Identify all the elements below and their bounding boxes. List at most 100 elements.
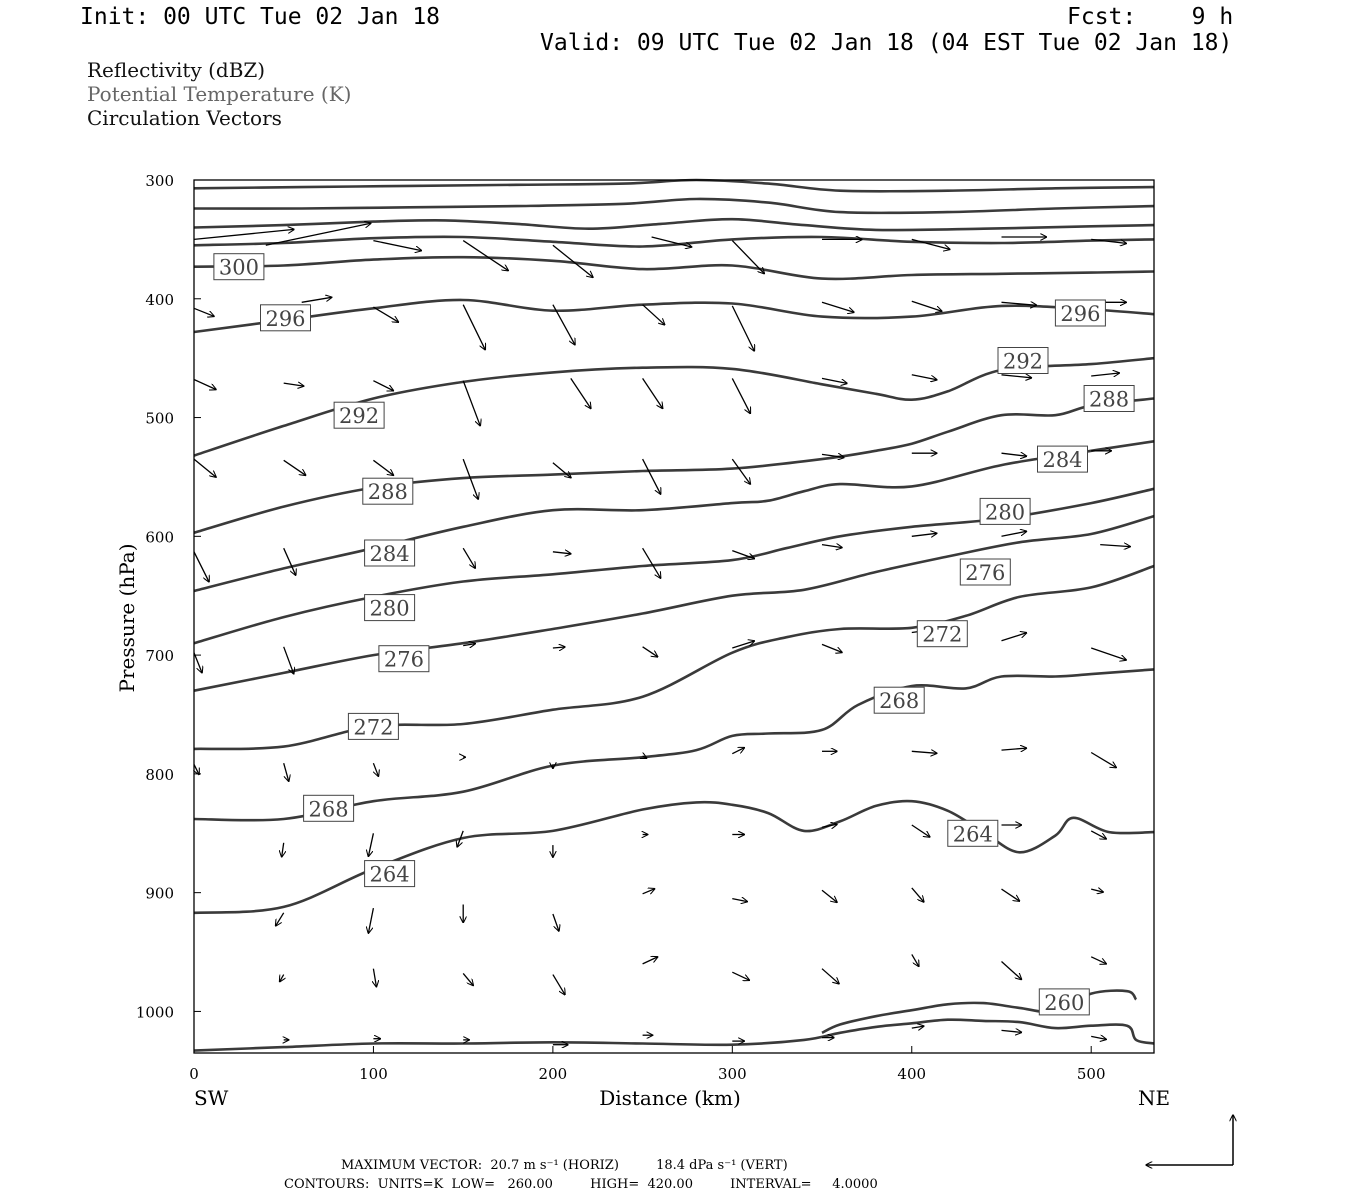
circulation-vector (283, 383, 304, 386)
contour-label-text: 268 (879, 689, 919, 713)
x-tick-label: 100 (359, 1065, 388, 1083)
circulation-vector (821, 968, 839, 984)
contour-label-text: 292 (1003, 350, 1043, 374)
circulation-vector (1001, 748, 1027, 750)
circulation-vector (276, 912, 285, 926)
contour-label: 288 (362, 477, 414, 505)
y-tick-label: 900 (145, 885, 174, 903)
y-tick-label: 800 (145, 766, 174, 784)
contour-label: 292 (997, 347, 1049, 374)
contour-label-box (959, 558, 1011, 586)
contour-label-box (213, 253, 265, 281)
theta-contour (193, 564, 1155, 751)
circulation-vector (731, 240, 764, 274)
circulation-vector (462, 547, 475, 568)
circulation-vector (911, 824, 930, 837)
circulation-vector (911, 533, 937, 536)
circulation-vector (193, 458, 216, 477)
circulation-vector (265, 223, 371, 246)
circulation-vector (372, 762, 378, 776)
field-potential-temperature: Potential Temperature (K) (87, 82, 352, 106)
theta-contour (193, 799, 1155, 915)
circulation-vector (193, 551, 209, 582)
circulation-vector (911, 374, 937, 380)
contour-label: 284 (364, 539, 416, 567)
circulation-vector (301, 297, 332, 303)
circulation-vector (552, 552, 571, 554)
circulation-vector (1001, 888, 1020, 901)
contour-label: 296 (260, 304, 311, 332)
contour-layer (193, 178, 1155, 1052)
circulation-vector (642, 957, 658, 965)
contour-label-box (364, 860, 416, 888)
circulation-vector (642, 458, 661, 494)
y-tick-label: 300 (145, 172, 174, 190)
circulation-vector (462, 304, 485, 350)
circulation-vector (642, 547, 661, 578)
circulation-vector (463, 644, 475, 646)
circulation-vector (462, 380, 480, 426)
circulation-vector (1091, 1036, 1106, 1039)
contour-label-box (260, 304, 311, 332)
circulation-vector (552, 913, 559, 931)
contour-label-text: 288 (1089, 388, 1129, 412)
circulation-vector (570, 378, 591, 408)
contour-label-box (303, 794, 355, 822)
contour-label-text: 272 (922, 623, 962, 647)
circulation-vector (732, 899, 747, 902)
circulation-vector (1091, 889, 1103, 892)
contour-label-box (1054, 299, 1106, 327)
theta-contour (193, 197, 1155, 215)
max-vector-note: MAXIMUM VECTOR: 20.7 m s⁻¹ (HORIZ) 18.4 … (341, 1158, 788, 1173)
circulation-vector (552, 647, 565, 648)
contour-label: 284 (1037, 445, 1088, 473)
contour-label: 292 (333, 401, 385, 429)
contour-label-text: 276 (384, 648, 424, 672)
y-tick-label: 1000 (136, 1003, 174, 1021)
contour-label: 264 (364, 860, 416, 888)
circulation-vector (1001, 531, 1027, 537)
contour-label-box (347, 712, 399, 740)
contour-label-box (979, 497, 1031, 525)
contour-label-box (364, 539, 416, 567)
contour-label-text: 300 (219, 256, 259, 280)
theta-contour (193, 235, 1155, 248)
valid-time: Valid: 09 UTC Tue 02 Jan 18 (04 EST Tue … (540, 30, 1233, 56)
contour-info-note: CONTOURS: UNITS=K LOW= 260.00 HIGH= 420.… (284, 1177, 878, 1192)
theta-contour (821, 989, 1138, 1034)
circulation-vector (732, 971, 749, 980)
circulation-vector (193, 307, 214, 316)
axes-layer: 0 100 200 300 400 500 300 400 500 600 700 800 900 100… (115, 172, 1170, 1110)
contour-label-box (997, 347, 1049, 374)
x-tick-label: 500 (1077, 1065, 1106, 1083)
contour-label-box (378, 645, 430, 673)
contour-label-box (916, 620, 968, 648)
contour-label-text: 268 (309, 797, 349, 821)
circulation-vector (368, 907, 375, 933)
circulation-vector (911, 300, 942, 311)
circulation-vector (1090, 647, 1126, 660)
contour-label-text: 292 (339, 404, 379, 428)
x-tick-label: 400 (897, 1065, 926, 1083)
circulation-vector (911, 887, 924, 902)
contour-label: 272 (347, 712, 399, 740)
circulation-vector (1001, 375, 1032, 378)
contour-label-text: 264 (953, 822, 993, 846)
circulation-vector (462, 972, 473, 985)
contour-label: 276 (378, 645, 430, 673)
contour-label-text: 284 (370, 542, 410, 566)
circulation-vector (1100, 545, 1130, 547)
circulation-vector (642, 304, 665, 325)
contour-label-box (1037, 445, 1088, 473)
contour-label-text: 284 (1042, 448, 1082, 472)
y-tick-label: 400 (145, 291, 174, 309)
circulation-vector (821, 643, 842, 652)
contour-label-text: 296 (1060, 302, 1100, 326)
circulation-vector (821, 889, 837, 902)
circulation-vector (194, 764, 199, 774)
contour-label-layer: 300 296 296 292 292 288 288 284 284 280 280 276 276 2… (213, 253, 1135, 1016)
contour-label: 288 (1083, 385, 1135, 412)
circulation-vector (821, 377, 847, 383)
circulation-vector (911, 238, 950, 249)
